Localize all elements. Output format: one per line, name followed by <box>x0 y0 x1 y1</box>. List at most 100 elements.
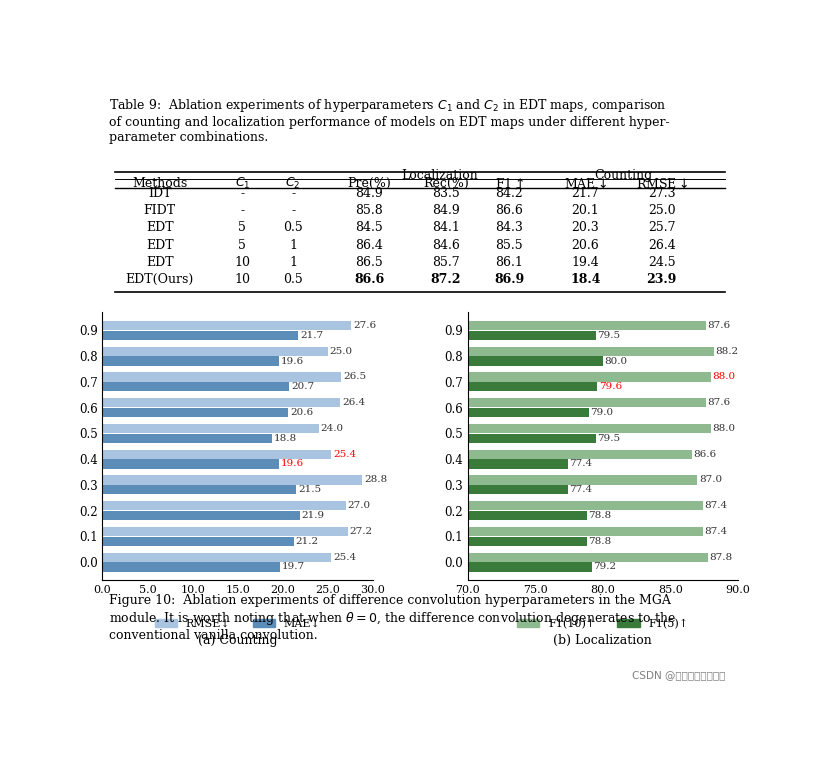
Text: 10: 10 <box>234 256 250 269</box>
Text: 20.6: 20.6 <box>290 408 313 417</box>
Text: 84.9: 84.9 <box>432 204 459 217</box>
Bar <box>102 382 289 391</box>
Bar <box>467 450 691 459</box>
Bar <box>102 398 340 407</box>
Text: 87.4: 87.4 <box>704 501 726 511</box>
Bar <box>467 398 704 407</box>
Text: 21.7: 21.7 <box>571 187 599 200</box>
Bar <box>467 475 697 484</box>
Text: 26.5: 26.5 <box>343 373 366 381</box>
Text: Methods: Methods <box>132 177 187 190</box>
Bar <box>467 553 708 562</box>
Bar <box>102 537 293 546</box>
Text: 79.5: 79.5 <box>597 434 620 443</box>
Text: 20.7: 20.7 <box>291 382 314 391</box>
Text: -: - <box>240 187 244 200</box>
Text: -: - <box>291 204 295 217</box>
Text: Localization: Localization <box>400 169 477 182</box>
Text: 84.5: 84.5 <box>355 222 382 234</box>
Text: 21.5: 21.5 <box>298 485 321 494</box>
Text: 18.4: 18.4 <box>569 273 600 286</box>
Text: 86.6: 86.6 <box>495 204 523 217</box>
Text: 87.4: 87.4 <box>704 527 726 536</box>
Text: 87.2: 87.2 <box>430 273 460 286</box>
Text: 21.7: 21.7 <box>300 331 323 340</box>
Bar <box>102 485 296 494</box>
Text: 24.5: 24.5 <box>647 256 675 269</box>
X-axis label: (a) Counting: (a) Counting <box>197 634 277 647</box>
Text: RMSE$\downarrow$: RMSE$\downarrow$ <box>635 177 687 191</box>
Text: 10: 10 <box>234 273 250 286</box>
Bar <box>102 434 272 443</box>
Text: 20.3: 20.3 <box>571 222 599 234</box>
Legend: RMSE↓, MAE↓: RMSE↓, MAE↓ <box>150 614 325 634</box>
Text: IDT: IDT <box>147 187 171 200</box>
Text: 88.0: 88.0 <box>712 373 735 381</box>
Bar <box>467 357 602 366</box>
Bar <box>102 527 347 536</box>
Text: 86.1: 86.1 <box>495 256 523 269</box>
Bar <box>102 346 328 356</box>
Text: 86.4: 86.4 <box>355 239 382 252</box>
Bar <box>467 408 589 417</box>
Text: 87.0: 87.0 <box>698 475 721 484</box>
Text: 86.9: 86.9 <box>494 273 523 286</box>
Bar <box>467 511 586 520</box>
Bar <box>467 330 595 340</box>
Text: CSDN @目睷图土刷痾的瓜: CSDN @目睷图土刷痾的瓜 <box>631 671 724 681</box>
Text: 85.5: 85.5 <box>495 239 523 252</box>
Text: 27.2: 27.2 <box>349 527 372 536</box>
Bar <box>102 553 331 562</box>
Text: 0.5: 0.5 <box>283 273 303 286</box>
Text: F1$\uparrow$: F1$\uparrow$ <box>494 177 523 191</box>
Text: 79.5: 79.5 <box>597 331 620 340</box>
Text: 85.7: 85.7 <box>432 256 459 269</box>
Text: 24.0: 24.0 <box>320 424 343 433</box>
Bar <box>102 357 278 366</box>
Text: Table 9:  Ablation experiments of hyperparameters $C_1$ and $C_2$ in EDT maps, c: Table 9: Ablation experiments of hyperpa… <box>109 96 668 144</box>
Text: 79.6: 79.6 <box>598 382 621 391</box>
Text: 25.4: 25.4 <box>333 553 356 561</box>
Bar <box>102 460 278 469</box>
Bar <box>467 501 702 511</box>
Text: 84.9: 84.9 <box>355 187 382 200</box>
Text: -: - <box>240 204 244 217</box>
Text: 84.2: 84.2 <box>495 187 523 200</box>
Text: MAE$\downarrow$: MAE$\downarrow$ <box>563 177 606 191</box>
Text: 28.8: 28.8 <box>364 475 387 484</box>
Bar <box>102 330 298 340</box>
Bar <box>467 373 710 382</box>
Text: $C_2$: $C_2$ <box>285 176 301 192</box>
Text: FIDT: FIDT <box>143 204 175 217</box>
Bar <box>467 346 713 356</box>
Text: 77.4: 77.4 <box>568 485 591 494</box>
Text: 88.0: 88.0 <box>712 424 735 433</box>
Text: 19.6: 19.6 <box>281 357 304 366</box>
Text: 21.9: 21.9 <box>301 511 324 520</box>
Legend: F1(10)↑, F1(5)↑: F1(10)↑, F1(5)↑ <box>512 614 692 634</box>
Text: 20.6: 20.6 <box>571 239 599 252</box>
Text: 86.6: 86.6 <box>693 450 716 459</box>
Text: 1: 1 <box>289 239 296 252</box>
Text: 27.3: 27.3 <box>647 187 675 200</box>
Text: 27.0: 27.0 <box>347 501 370 511</box>
Bar <box>467 434 595 443</box>
Text: Figure 10:  Ablation experiments of difference convolution hyperparameters in th: Figure 10: Ablation experiments of diffe… <box>109 594 675 642</box>
Text: 86.6: 86.6 <box>354 273 384 286</box>
Bar <box>102 450 331 459</box>
Text: Pre(%): Pre(%) <box>347 177 391 190</box>
Text: 19.4: 19.4 <box>571 256 599 269</box>
Text: 80.0: 80.0 <box>604 357 627 366</box>
Text: EDT(Ours): EDT(Ours) <box>125 273 193 286</box>
Text: EDT: EDT <box>146 239 174 252</box>
Text: EDT: EDT <box>146 222 174 234</box>
Bar <box>467 321 704 330</box>
Text: Rec(%): Rec(%) <box>423 177 468 190</box>
Text: Counting: Counting <box>594 169 652 182</box>
Bar <box>102 475 362 484</box>
Text: 18.8: 18.8 <box>274 434 296 443</box>
Text: 26.4: 26.4 <box>647 239 675 252</box>
Text: 25.7: 25.7 <box>647 222 675 234</box>
Bar <box>467 527 702 536</box>
Text: 21.2: 21.2 <box>295 537 318 546</box>
